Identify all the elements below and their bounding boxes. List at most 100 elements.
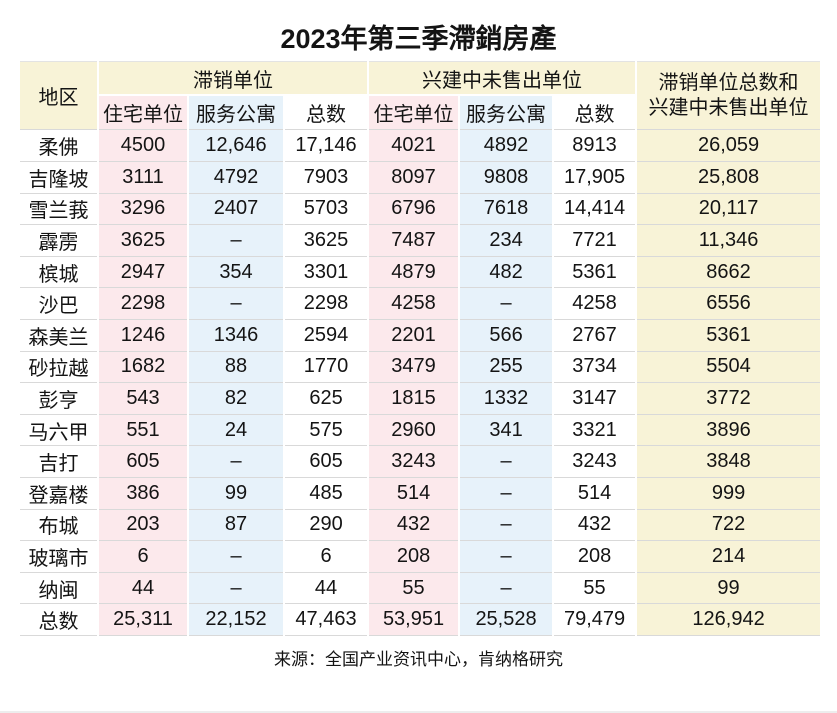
uc-serviced-cell: – (458, 287, 555, 320)
table-row: 彭亨 543 82 625 1815 1332 3147 3772 (18, 382, 823, 415)
uc-residential-cell: 7487 (367, 224, 461, 257)
unsold-serviced-cell: 88 (187, 350, 285, 383)
unsold-total-cell: 7903 (282, 160, 370, 194)
unsold-residential-cell: 3111 (97, 160, 189, 194)
uc-residential-cell: 4258 (367, 287, 461, 320)
grand-total-cell: 6556 (635, 287, 823, 320)
uc-serviced-cell: 234 (458, 224, 555, 257)
uc-serviced-cell: – (458, 508, 555, 541)
uc-serviced-cell: 341 (458, 413, 555, 446)
region-cell: 槟城 (18, 255, 99, 288)
unsold-total-cell: 2298 (282, 287, 370, 320)
grand-total-cell: 722 (635, 508, 823, 541)
uc-serviced-cell: 1332 (458, 382, 555, 415)
unsold-serviced-cell: – (187, 540, 285, 573)
uc-serviced-cell: 255 (458, 350, 555, 383)
table-row: 森美兰 1246 1346 2594 2201 566 2767 5361 (18, 318, 823, 352)
table-row: 沙巴 2298–2298 4258–4258 6556 (18, 287, 823, 320)
grand-total-cell: 5361 (635, 318, 823, 352)
uc-total-cell: 432 (552, 508, 638, 541)
grand-total-cell: 99 (635, 571, 823, 604)
uc-total-cell: 8913 (552, 129, 638, 162)
grand-total-cell: 26,059 (635, 129, 823, 162)
group-header-row: 地区 滞销单位 兴建中未售出单位 滞销单位总数和 兴建中未售出单位 (18, 61, 823, 130)
unsold-residential-cell: 44 (97, 571, 189, 604)
table-row: 砂拉越 1682 88 1770 3479 255 3734 5504 (18, 350, 823, 383)
region-cell: 柔佛 (18, 129, 99, 162)
unsold-residential-cell: 2947 (97, 255, 189, 288)
uc-total-cell: 55 (552, 571, 638, 604)
unsold-residential-cell: 6 (97, 540, 189, 573)
table-row: 柔佛 4500 12,646 17,146 4021 4892 8913 26,059 (18, 129, 823, 162)
table-row: 登嘉楼 386 99 485 514–514 999 (18, 476, 823, 510)
table-row: 玻璃市 6–6 208–208 214 (18, 540, 823, 573)
unsold-total-header: 总数 (282, 95, 370, 130)
unsold-property-table: 地区 滞销单位 兴建中未售出单位 滞销单位总数和 兴建中未售出单位 住宅单位 服… (18, 61, 823, 636)
page-title: 2023年第三季滯銷房產 (280, 24, 557, 54)
unsold-total-cell: 605 (282, 445, 370, 478)
uc-serviced-cell: – (458, 571, 555, 604)
uc-residential-cell: 6796 (367, 192, 461, 225)
uc-total-cell: 14,414 (552, 192, 638, 225)
grand-total-cell: 5504 (635, 350, 823, 383)
unsold-residential-cell: 3625 (97, 224, 189, 257)
region-cell: 吉打 (18, 445, 99, 478)
uc-total-cell: 2767 (552, 318, 638, 352)
uc-total-cell: 3321 (552, 413, 638, 446)
uc-total-cell: 17,905 (552, 160, 638, 194)
uc-total-cell: 208 (552, 540, 638, 573)
unsold-total-cell: 485 (282, 476, 370, 510)
unsold-residential-cell: 1246 (97, 318, 189, 352)
uc-residential-cell: 1815 (367, 382, 461, 415)
uc-total-cell: 3243 (552, 445, 638, 478)
table-row: 霹雳 3625–3625 7487 234 7721 11,346 (18, 224, 823, 257)
unsold-residential-cell: 1682 (97, 350, 189, 383)
grand-total-cell: 3896 (635, 413, 823, 446)
unsold-total-cell: 5703 (282, 192, 370, 225)
unsold-total-cell: 1770 (282, 350, 370, 383)
unsold-total-cell: 625 (282, 382, 370, 415)
uc-residential-cell: 8097 (367, 160, 461, 194)
uc-total-cell: 7721 (552, 224, 638, 257)
uc-residential-cell: 4021 (367, 129, 461, 162)
table-row: 纳闽 44–44 55–55 99 (18, 571, 823, 604)
unsold-total-cell: 3625 (282, 224, 370, 257)
unsold-serviced-cell: – (187, 224, 285, 257)
unsold-serviced-cell: 2407 (187, 192, 285, 225)
unsold-residential-cell: 605 (97, 445, 189, 478)
uc-residential-cell: 3479 (367, 350, 461, 383)
unsold-serviced-cell: – (187, 445, 285, 478)
unsold-total-cell: 44 (282, 571, 370, 604)
group-header-under-construction-unsold: 兴建中未售出单位 (367, 61, 638, 97)
region-cell: 沙巴 (18, 287, 99, 320)
unsold-residential-header: 住宅单位 (97, 95, 189, 130)
region-cell: 森美兰 (18, 318, 99, 352)
unsold-residential-cell: 25,311 (97, 603, 189, 636)
uc-total-header: 总数 (552, 95, 638, 130)
table-body: 柔佛 4500 12,646 17,146 4021 4892 8913 26,059 吉隆坡 3… (18, 129, 823, 636)
source-caption: 来源：全国产业资讯中心，肯纳格研究 (274, 649, 563, 669)
uc-residential-cell: 2201 (367, 318, 461, 352)
uc-residential-cell: 2960 (367, 413, 461, 446)
unsold-residential-cell: 2298 (97, 287, 189, 320)
unsold-serviced-cell: 4792 (187, 160, 285, 194)
grand-total-header-line2: 兴建中未售出单位 (648, 96, 809, 119)
unsold-total-cell: 575 (282, 413, 370, 446)
grand-total-cell: 20,117 (635, 192, 823, 225)
unsold-total-cell: 2594 (282, 318, 370, 352)
uc-serviced-cell: 566 (458, 318, 555, 352)
unsold-serviced-cell: 82 (187, 382, 285, 415)
unsold-serviced-apartment-header: 服务公寓 (187, 95, 285, 130)
group-header-unsold-units: 滞销单位 (96, 61, 370, 97)
region-cell: 霹雳 (18, 224, 99, 257)
unsold-residential-cell: 3296 (97, 192, 189, 225)
table-row: 总数 25,311 22,152 47,463 53,951 25,528 79,479 12… (18, 603, 823, 636)
unsold-residential-cell: 551 (97, 413, 189, 446)
grand-total-cell: 999 (635, 476, 823, 510)
unsold-residential-cell: 543 (97, 382, 189, 415)
table-row: 马六甲 551 24 575 2960 341 3321 3896 (18, 413, 823, 446)
uc-residential-cell: 53,951 (367, 603, 461, 636)
unsold-total-cell: 6 (282, 540, 370, 573)
grand-total-cell: 25,808 (635, 160, 823, 194)
region-cell: 总数 (18, 603, 99, 636)
